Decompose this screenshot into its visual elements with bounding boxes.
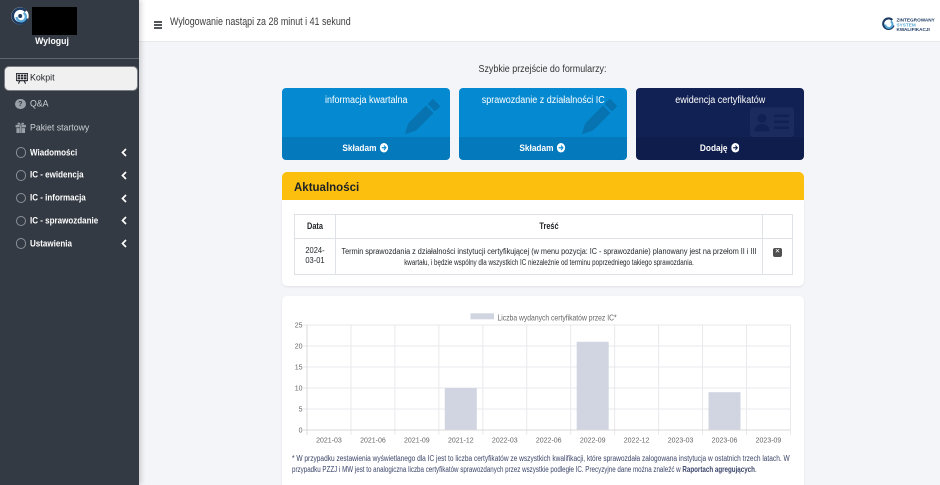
svg-text:5: 5	[298, 407, 302, 414]
svg-text:2022-12: 2022-12	[623, 438, 649, 445]
svg-text:2023-09: 2023-09	[755, 438, 781, 445]
svg-text:Liczba wydanych certyfikatów p: Liczba wydanych certyfikatów przez IC*	[497, 313, 616, 323]
svg-text:ZINTEGROWANY: ZINTEGROWANY	[897, 18, 936, 23]
svg-text:0: 0	[298, 428, 302, 435]
svg-text:2023-03: 2023-03	[667, 438, 693, 445]
svg-text:KWALIFIKACJI: KWALIFIKACJI	[897, 27, 930, 32]
svg-text:25: 25	[294, 323, 302, 330]
svg-text:2021-03: 2021-03	[316, 438, 342, 445]
svg-text:2021-06: 2021-06	[360, 438, 386, 445]
svg-text:2021-09: 2021-09	[404, 438, 430, 445]
svg-text:SYSTEM: SYSTEM	[897, 22, 916, 27]
svg-text:2023-06: 2023-06	[711, 438, 737, 445]
svg-text:2022-06: 2022-06	[535, 438, 561, 445]
svg-text:2022-03: 2022-03	[491, 438, 517, 445]
svg-text:2022-09: 2022-09	[579, 438, 605, 445]
svg-text:20: 20	[294, 344, 302, 351]
svg-text:15: 15	[294, 365, 302, 372]
svg-text:10: 10	[294, 386, 302, 393]
svg-text:2021-12: 2021-12	[447, 438, 473, 445]
